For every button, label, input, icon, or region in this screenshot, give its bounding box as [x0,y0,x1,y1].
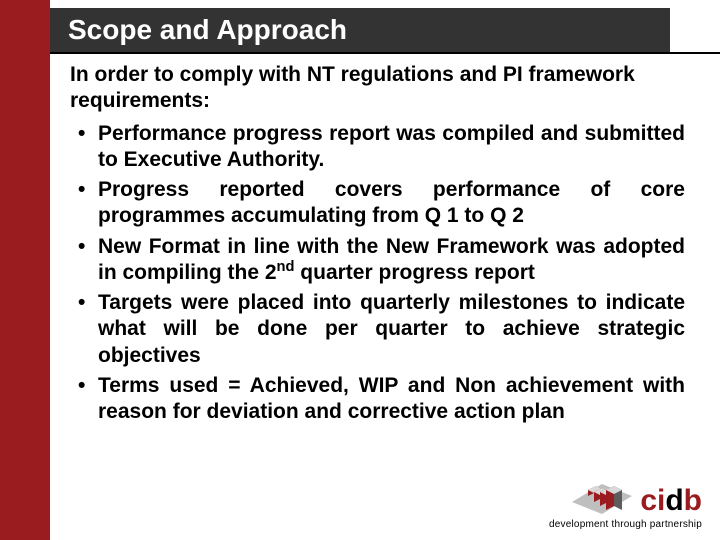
logo-row: cidb [549,472,702,518]
slide: Scope and Approach In order to comply wi… [0,0,720,540]
logo-text-part: ci [640,484,665,517]
bullet-item: Performance progress report was compiled… [70,121,685,174]
bullet-item: New Format in line with the New Framewor… [70,234,685,287]
bullet-list: Performance progress report was compiled… [70,121,685,426]
logo-text-part: d [665,484,683,517]
intro-text: In order to comply with NT regulations a… [70,62,685,115]
bullet-item: Terms used = Achieved, WIP and Non achie… [70,373,685,426]
logo-text: cidb [640,484,702,518]
left-red-sidebar [0,52,50,540]
logo: cidb development through partnership [549,472,702,530]
header-red-block [0,0,50,52]
logo-text-part: b [684,484,702,517]
title-underline [50,52,720,54]
bullet-item: Targets were placed into quarterly miles… [70,290,685,369]
bullet-item: Progress reported covers performance of … [70,177,685,230]
ordinal-superscript: nd [277,259,295,275]
slide-title: Scope and Approach [68,14,347,46]
title-bar: Scope and Approach [50,8,670,52]
logo-tagline: development through partnership [549,519,702,530]
logo-mark-icon [566,472,636,518]
content-area: In order to comply with NT regulations a… [70,62,685,429]
